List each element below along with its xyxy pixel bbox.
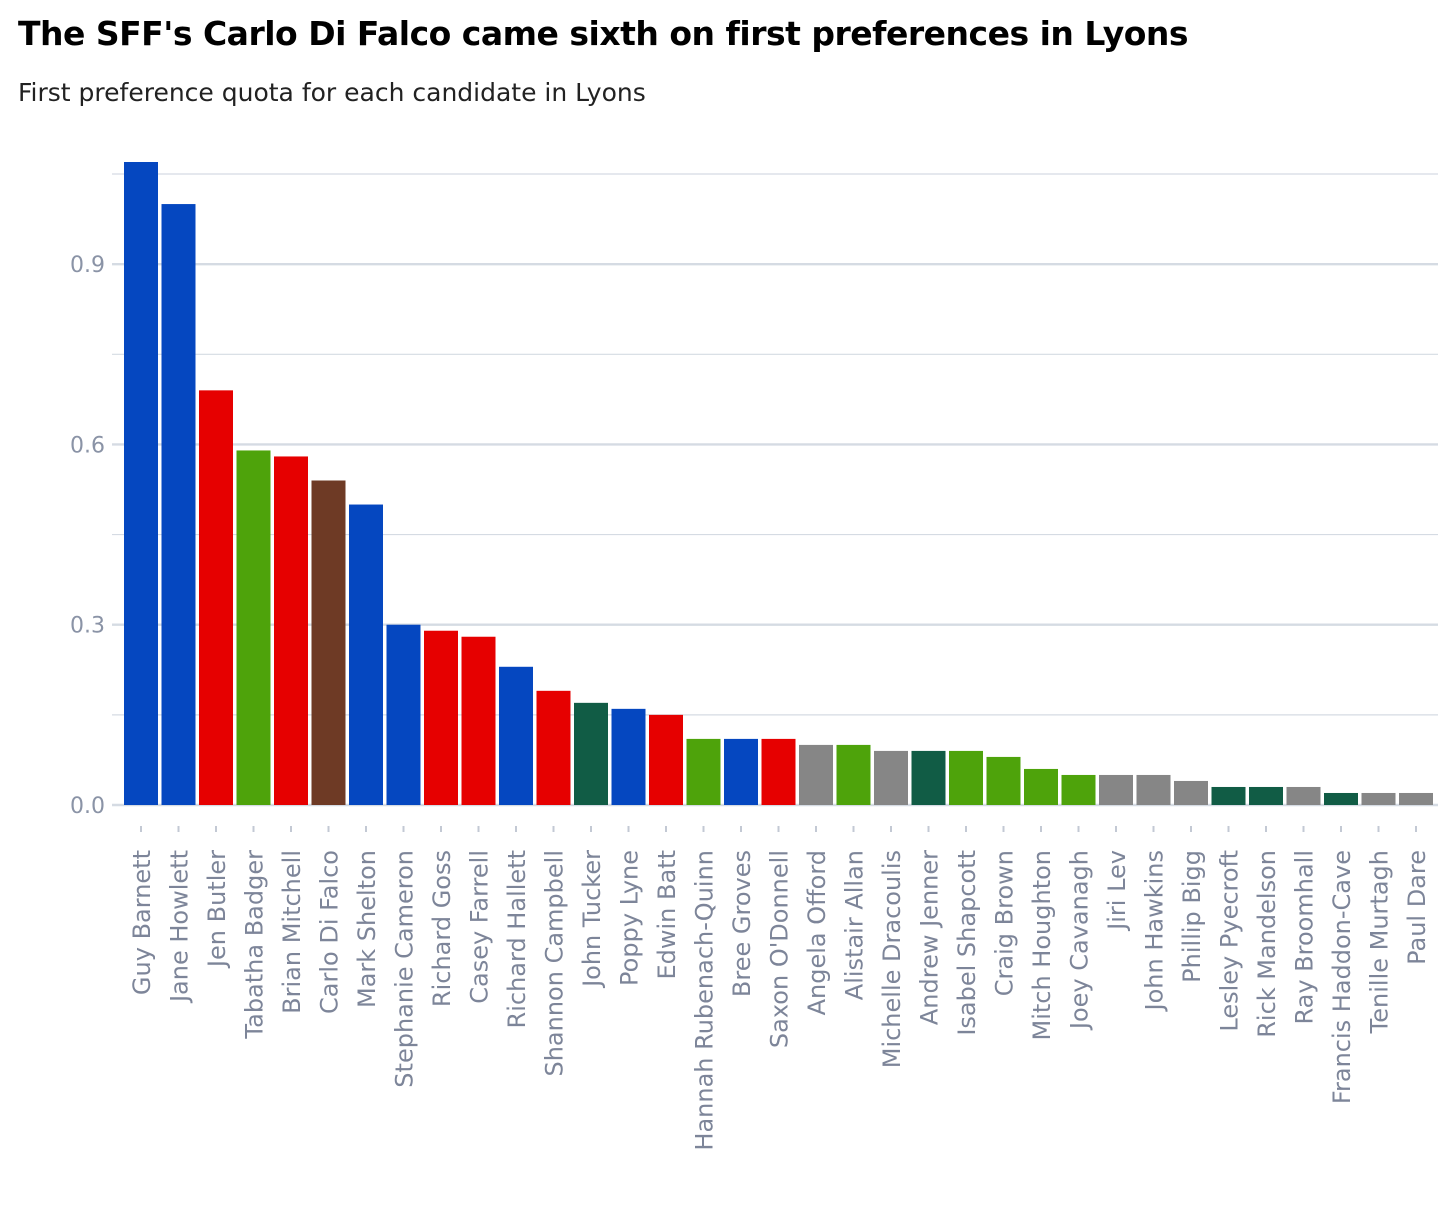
- bar: [386, 624, 421, 805]
- bar: [536, 690, 571, 805]
- y-tick-label: 0.6: [70, 433, 105, 458]
- x-axis: Guy Barnett Jane Howlett Jen Butler Tabatha…: [128, 826, 1431, 1151]
- x-tick-label: Lesley Pyecroft: [1216, 850, 1244, 1032]
- x-tick-label: Carlo Di Falco: [316, 850, 344, 1014]
- bars: [124, 162, 1433, 805]
- gridlines: [112, 173, 1438, 807]
- x-tick-label: Paul Dare: [1403, 850, 1431, 965]
- chart-subtitle: First preference quota for each candidat…: [18, 78, 646, 107]
- y-axis: 0.0 0.3 0.6 0.9: [70, 253, 105, 819]
- x-tick-label: Mark Shelton: [353, 850, 381, 1008]
- bar: [499, 666, 533, 805]
- bar: [574, 702, 608, 805]
- x-tick-label: Richard Hallett: [503, 850, 531, 1028]
- bar: [1136, 774, 1171, 805]
- bar: [1249, 786, 1283, 805]
- bar: [1099, 774, 1133, 805]
- x-tick-label: Craig Brown: [991, 850, 1019, 996]
- x-tick-label: Bree Groves: [728, 850, 756, 997]
- x-tick-label: Angela Offord: [803, 850, 831, 1015]
- bar: [761, 738, 796, 805]
- x-tick-label: Tenille Murtagh: [1366, 850, 1394, 1034]
- x-tick-label: Guy Barnett: [128, 850, 156, 995]
- bar: [799, 744, 833, 805]
- bar: [349, 504, 383, 805]
- bar: [611, 708, 646, 805]
- y-tick-label: 0.0: [70, 794, 105, 819]
- x-tick-label: Joey Cavanagh: [1066, 850, 1094, 1031]
- x-tick-label: Hannah Rubenach-Quinn: [691, 850, 719, 1151]
- x-tick-label: Phillip Bigg: [1178, 850, 1206, 983]
- y-tick-label: 0.3: [70, 614, 105, 639]
- x-tick-label: Casey Farrell: [466, 850, 494, 1004]
- bar: [1061, 774, 1096, 805]
- bar: [1361, 792, 1396, 805]
- x-tick-label: Jiri Lev: [1103, 850, 1131, 932]
- x-tick-label: Stephanie Cameron: [391, 850, 419, 1088]
- bar: [236, 450, 271, 805]
- x-tick-label: Poppy Lyne: [616, 850, 644, 986]
- bar: [161, 204, 196, 805]
- x-tick-label: Shannon Campbell: [541, 850, 569, 1077]
- x-tick-label: Alistair Allan: [841, 850, 869, 1000]
- bar: [461, 636, 496, 805]
- bar: [1211, 786, 1246, 805]
- x-tick-label: Ray Broomhall: [1291, 850, 1319, 1025]
- bar: [949, 750, 983, 805]
- bar: [1286, 786, 1321, 805]
- bar: [724, 738, 758, 805]
- bar: [874, 750, 908, 805]
- x-tick-label: Francis Haddon-Cave: [1328, 850, 1356, 1104]
- bar: [424, 630, 458, 805]
- bar: [274, 456, 308, 805]
- bar: [649, 714, 683, 805]
- bar: [199, 390, 233, 805]
- y-tick-label: 0.9: [70, 253, 105, 278]
- x-tick-label: Mitch Houghton: [1028, 850, 1056, 1041]
- x-tick-label: Jen Butler: [203, 850, 231, 969]
- x-tick-label: Michelle Dracoulis: [878, 850, 906, 1068]
- x-tick-label: Andrew Jenner: [916, 850, 944, 1025]
- x-tick-label: John Hawkins: [1141, 850, 1169, 1012]
- x-tick-label: John Tucker: [578, 850, 606, 989]
- x-tick-label: Rick Mandelson: [1253, 850, 1281, 1038]
- bar: [1324, 792, 1358, 805]
- x-tick-label: Brian Mitchell: [278, 850, 306, 1014]
- x-tick-label: Edwin Batt: [653, 850, 681, 980]
- x-tick-label: Saxon O'Donnell: [766, 850, 794, 1048]
- bar: [836, 744, 871, 805]
- x-tick-label: Isabel Shapcott: [953, 850, 981, 1036]
- x-tick-label: Tabatha Badger: [241, 850, 269, 1040]
- x-tick-label: Jane Howlett: [166, 850, 194, 1004]
- bar: [1024, 768, 1058, 805]
- chart-title: The SFF's Carlo Di Falco came sixth on f…: [18, 14, 1189, 53]
- bar: [986, 756, 1021, 805]
- bar: [911, 750, 946, 805]
- bar: [311, 480, 346, 805]
- bar: [1399, 792, 1433, 805]
- bar: [124, 162, 158, 805]
- bar: [686, 738, 721, 805]
- bar: [1174, 780, 1208, 805]
- x-tick-label: Richard Goss: [428, 850, 456, 1007]
